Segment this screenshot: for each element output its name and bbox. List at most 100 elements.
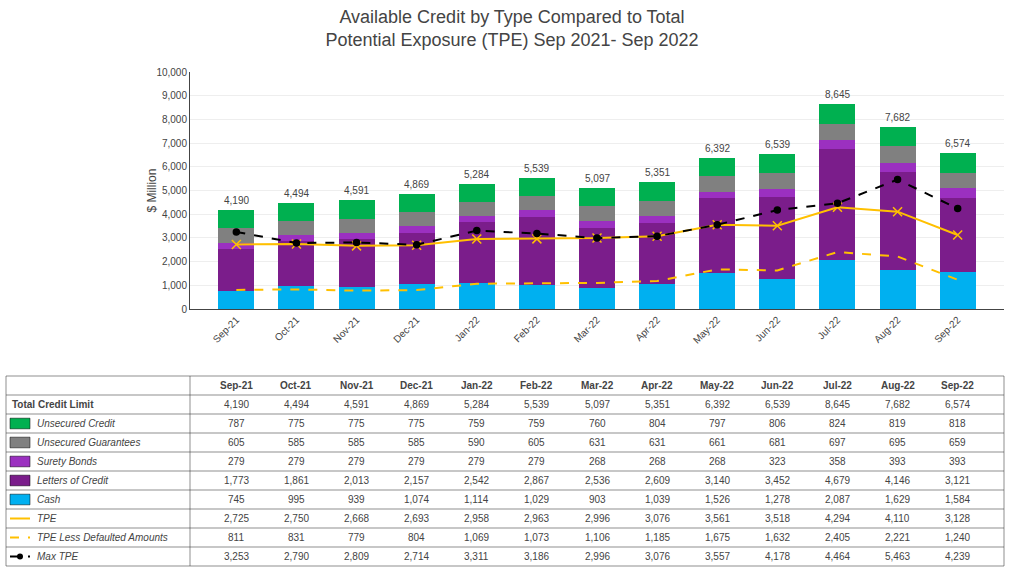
svg-text:May-22: May-22 (700, 380, 734, 391)
svg-text:2,725: 2,725 (224, 513, 249, 524)
svg-text:5,284: 5,284 (464, 169, 489, 180)
svg-text:2,542: 2,542 (464, 475, 489, 486)
svg-text:804: 804 (408, 532, 425, 543)
svg-text:6,574: 6,574 (945, 138, 970, 149)
svg-text:2,996: 2,996 (585, 551, 610, 562)
svg-text:2,609: 2,609 (645, 475, 670, 486)
svg-text:4,190: 4,190 (224, 399, 249, 410)
svg-text:605: 605 (228, 437, 245, 448)
svg-text:5,097: 5,097 (585, 399, 610, 410)
svg-text:585: 585 (408, 437, 425, 448)
svg-text:6,392: 6,392 (705, 143, 730, 154)
svg-text:Apr-22: Apr-22 (633, 314, 662, 343)
svg-text:3,557: 3,557 (705, 551, 730, 562)
svg-text:697: 697 (829, 437, 846, 448)
svg-text:Letters of Credit: Letters of Credit (37, 475, 109, 486)
svg-text:7,000: 7,000 (162, 138, 187, 149)
svg-text:10,000: 10,000 (156, 67, 187, 78)
svg-text:1,069: 1,069 (464, 532, 489, 543)
svg-text:3,186: 3,186 (524, 551, 549, 562)
svg-text:6,574: 6,574 (945, 399, 970, 410)
svg-text:4,190: 4,190 (224, 195, 249, 206)
svg-text:4,110: 4,110 (885, 513, 910, 524)
svg-text:995: 995 (288, 494, 305, 505)
svg-text:4,000: 4,000 (162, 209, 187, 220)
svg-text:9,000: 9,000 (162, 90, 187, 101)
svg-text:5,351: 5,351 (645, 167, 670, 178)
svg-text:4,679: 4,679 (825, 475, 850, 486)
svg-text:1,632: 1,632 (765, 532, 790, 543)
svg-text:8,645: 8,645 (825, 399, 850, 410)
svg-text:3,253: 3,253 (224, 551, 249, 562)
svg-text:5,000: 5,000 (162, 185, 187, 196)
svg-text:Aug-22: Aug-22 (881, 380, 915, 391)
svg-text:2,157: 2,157 (404, 475, 429, 486)
svg-text:759: 759 (528, 418, 545, 429)
svg-text:2,693: 2,693 (404, 513, 429, 524)
svg-text:1,074: 1,074 (404, 494, 429, 505)
svg-text:3,311: 3,311 (464, 551, 489, 562)
svg-text:5,351: 5,351 (645, 399, 670, 410)
svg-text:775: 775 (348, 418, 365, 429)
svg-text:824: 824 (829, 418, 846, 429)
svg-text:806: 806 (769, 418, 786, 429)
svg-text:6,539: 6,539 (765, 399, 790, 410)
svg-text:1,185: 1,185 (645, 532, 670, 543)
svg-text:279: 279 (348, 456, 365, 467)
svg-text:$ Million: $ Million (145, 169, 159, 213)
svg-text:3,452: 3,452 (765, 475, 790, 486)
svg-text:Total Credit Limit: Total Credit Limit (12, 399, 94, 410)
svg-text:2,013: 2,013 (344, 475, 369, 486)
svg-text:5,463: 5,463 (885, 551, 910, 562)
svg-text:2,958: 2,958 (464, 513, 489, 524)
svg-text:3,121: 3,121 (945, 475, 970, 486)
svg-text:Jul-22: Jul-22 (815, 314, 842, 341)
svg-text:745: 745 (228, 494, 245, 505)
svg-text:Unsecured Credit: Unsecured Credit (37, 418, 116, 429)
svg-text:3,518: 3,518 (765, 513, 790, 524)
svg-text:775: 775 (288, 418, 305, 429)
svg-text:2,790: 2,790 (284, 551, 309, 562)
svg-text:279: 279 (288, 456, 305, 467)
svg-text:4,494: 4,494 (284, 399, 309, 410)
svg-text:1,039: 1,039 (645, 494, 670, 505)
svg-text:1,240: 1,240 (945, 532, 970, 543)
svg-text:Sep-22: Sep-22 (941, 380, 974, 391)
svg-text:1,029: 1,029 (524, 494, 549, 505)
svg-text:Max TPE: Max TPE (37, 551, 78, 562)
svg-text:6,539: 6,539 (765, 139, 790, 150)
svg-text:4,239: 4,239 (945, 551, 970, 562)
svg-text:1,278: 1,278 (765, 494, 790, 505)
svg-text:393: 393 (949, 456, 966, 467)
svg-text:631: 631 (589, 437, 606, 448)
svg-text:1,629: 1,629 (885, 494, 910, 505)
svg-text:268: 268 (649, 456, 666, 467)
svg-text:1,000: 1,000 (162, 280, 187, 291)
svg-text:3,128: 3,128 (945, 513, 970, 524)
svg-text:2,809: 2,809 (344, 551, 369, 562)
svg-text:Unsecured Guarantees: Unsecured Guarantees (37, 437, 140, 448)
svg-text:Oct-21: Oct-21 (280, 380, 312, 391)
svg-text:393: 393 (889, 456, 906, 467)
svg-text:1,114: 1,114 (464, 494, 489, 505)
svg-text:2,867: 2,867 (524, 475, 549, 486)
svg-text:Jan-22: Jan-22 (461, 380, 493, 391)
svg-text:323: 323 (769, 456, 786, 467)
svg-text:903: 903 (589, 494, 606, 505)
svg-text:Cash: Cash (37, 494, 61, 505)
svg-text:1,773: 1,773 (224, 475, 249, 486)
svg-text:590: 590 (468, 437, 485, 448)
svg-text:760: 760 (589, 418, 606, 429)
svg-text:Sep-22: Sep-22 (932, 314, 963, 345)
svg-text:279: 279 (468, 456, 485, 467)
svg-text:Jun-22: Jun-22 (753, 314, 783, 344)
svg-text:TPE Less Defaulted Amounts: TPE Less Defaulted Amounts (37, 532, 168, 543)
svg-text:4,591: 4,591 (344, 399, 369, 410)
svg-text:2,221: 2,221 (885, 532, 910, 543)
svg-text:358: 358 (829, 456, 846, 467)
svg-text:Oct-21: Oct-21 (272, 314, 301, 343)
svg-text:797: 797 (709, 418, 726, 429)
svg-text:May-22: May-22 (691, 314, 723, 346)
svg-text:2,963: 2,963 (524, 513, 549, 524)
svg-text:4,178: 4,178 (765, 551, 790, 562)
